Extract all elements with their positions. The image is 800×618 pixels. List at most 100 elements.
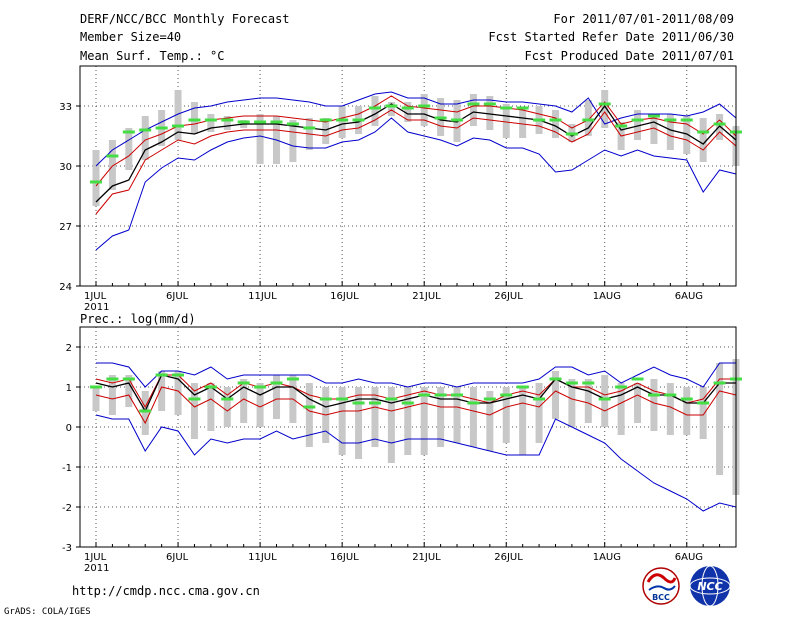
temp-median-marker (401, 106, 414, 110)
temp-median-marker (631, 118, 644, 122)
prec-year-label: 2011 (84, 563, 109, 574)
temp-max-line (95, 91, 737, 167)
precip-title: Prec.: log(mm/d) (80, 312, 196, 326)
temp-median-marker (139, 128, 152, 132)
prec-member-bar (519, 387, 527, 455)
temp-member-bar (634, 110, 642, 140)
temp-member-bar (289, 120, 297, 162)
temp-member-bar (650, 114, 658, 144)
temp-median-marker (303, 126, 316, 130)
prec-median-marker (434, 393, 447, 397)
prec-member-bar (453, 387, 461, 443)
temp-member-bar (716, 114, 724, 140)
prec-median-marker (565, 381, 578, 385)
temp-xtick-label: 1JUL (84, 291, 107, 302)
temp-member-bar (666, 114, 674, 150)
prec-ytick-label: -1 (62, 463, 72, 474)
prec-member-bar (223, 387, 231, 427)
prec-median-marker (533, 397, 546, 401)
temp-median-marker (582, 118, 595, 122)
prec-median-marker (582, 381, 595, 385)
prec-median-marker (418, 393, 431, 397)
prec-xtick-label: 6JUL (166, 552, 189, 563)
temp-xtick-label: 21JUL (412, 291, 441, 302)
temp-ytick-label: 33 (59, 102, 72, 113)
prec-ytick-label: -3 (62, 543, 72, 554)
prec-median-marker (631, 377, 644, 381)
temp-member-bar (190, 102, 198, 134)
prec-median-marker (483, 397, 496, 401)
prec-median-marker (647, 393, 660, 397)
prec-member-bar (716, 363, 724, 475)
prec-max-line (96, 362, 736, 388)
temp-median-marker (204, 118, 217, 122)
prec-median-marker (615, 385, 628, 389)
prec-member-bar (207, 383, 215, 431)
temp-member-bar (207, 114, 215, 132)
temp-median-marker (647, 114, 660, 118)
prec-member-bar (305, 383, 313, 447)
prec-median-marker (90, 385, 102, 389)
prec-median-marker (237, 381, 250, 385)
prec-median-marker (368, 401, 381, 405)
prec-median-marker (680, 397, 693, 401)
prec-member-bar (92, 387, 100, 411)
prec-member-bar (420, 387, 428, 455)
prec-median-marker (598, 397, 611, 401)
temp-median-marker (598, 102, 611, 106)
temp-median-marker (418, 104, 431, 108)
prec-xtick-label: 26JUL (494, 552, 523, 563)
temp-xtick-label: 11JUL (248, 291, 277, 302)
prec-ytick-label: 0 (66, 423, 72, 434)
temp-median-marker (188, 118, 201, 122)
prec-member-bar (174, 371, 182, 415)
prec-median-marker (122, 377, 135, 381)
grads-credit: GrADS: COLA/IGES (4, 607, 91, 617)
prec-member-bar (125, 375, 133, 407)
prec-xtick-label: 1AUG (593, 552, 621, 563)
prec-member-bar (617, 383, 625, 435)
prec-xtick-label: 16JUL (330, 552, 359, 563)
temp-median-marker (368, 106, 381, 110)
ncc-logo: NCC (689, 565, 731, 607)
prec-member-bar (634, 383, 642, 423)
temp-member-bar (387, 102, 395, 116)
temp-median-marker (533, 118, 546, 122)
prec-median-marker (188, 397, 201, 401)
temp-median-marker (270, 120, 283, 124)
temp-spread-upper-line (95, 95, 737, 187)
prec-median-marker (500, 393, 513, 397)
prec-median-marker (270, 381, 283, 385)
prec-member-bar (601, 375, 609, 427)
temp-member-bar (502, 104, 510, 138)
temp-median-marker (467, 102, 480, 106)
temp-member-bar (322, 118, 330, 144)
temp-member-bar (256, 114, 264, 164)
temp-member-bar (469, 94, 477, 126)
prec-median-marker (664, 393, 677, 397)
prec-median-marker (254, 385, 267, 389)
temp-median-marker (254, 120, 267, 124)
temp-median-marker (90, 180, 102, 184)
ncc-logo-text: NCC (697, 580, 722, 593)
temp-median-marker (500, 106, 513, 110)
prec-member-bar (387, 387, 395, 463)
temp-member-bar (338, 106, 346, 138)
prec-median-marker (352, 401, 365, 405)
temp-median-marker (336, 118, 349, 122)
temp-ytick-label: 27 (59, 222, 72, 233)
member-size: Member Size=40 (80, 30, 181, 44)
prec-member-bar (108, 375, 116, 415)
prec-min-line (95, 414, 737, 512)
prec-member-bar (683, 387, 691, 435)
temp-member-bar (404, 102, 412, 122)
prec-median-marker (172, 373, 185, 377)
temp-median-marker (516, 106, 529, 110)
temp-median-marker (549, 118, 562, 122)
prec-member-bar (666, 383, 674, 435)
temp-median-marker (106, 154, 119, 158)
prec-member-bar (141, 391, 149, 435)
temp-median-marker (697, 130, 710, 134)
prec-member-bar (355, 387, 363, 459)
